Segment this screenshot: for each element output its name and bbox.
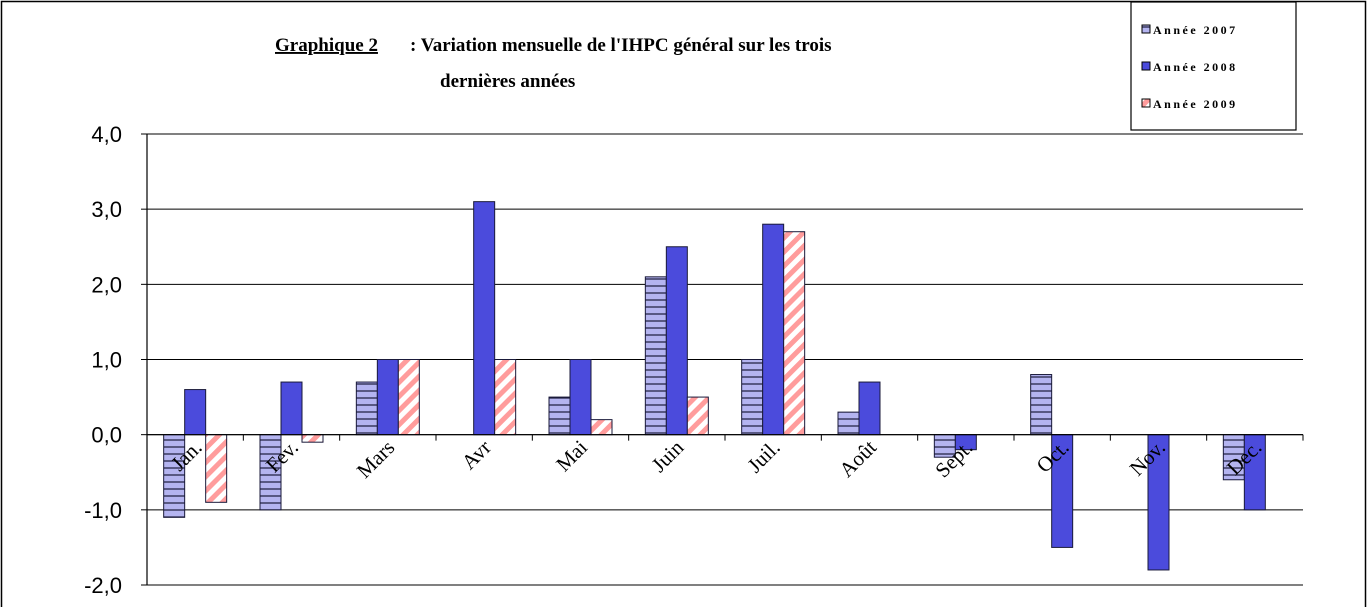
bar bbox=[397, 359, 420, 436]
bar bbox=[184, 389, 207, 436]
figure-label: Graphique 2 bbox=[275, 35, 378, 56]
y-tick-label: 3,0 bbox=[91, 197, 122, 222]
bar bbox=[569, 359, 592, 436]
legend-swatch bbox=[1141, 24, 1151, 34]
y-tick-label: 0,0 bbox=[91, 423, 122, 448]
bar bbox=[762, 223, 785, 436]
bar bbox=[494, 359, 517, 436]
bar bbox=[1030, 374, 1053, 436]
bar bbox=[665, 246, 688, 436]
y-tick-label: -2,0 bbox=[84, 573, 122, 598]
bar bbox=[205, 434, 228, 503]
bar bbox=[548, 396, 571, 436]
legend-swatch bbox=[1141, 61, 1151, 71]
bar bbox=[376, 359, 399, 436]
legend-swatch bbox=[1141, 98, 1151, 108]
bar bbox=[686, 396, 709, 436]
y-tick-label: 4,0 bbox=[91, 122, 122, 147]
y-tick-label: 1,0 bbox=[91, 348, 122, 373]
legend-label: Année 2008 bbox=[1153, 60, 1238, 74]
chart-title: : Variation mensuelle de l'IHPC général … bbox=[410, 35, 832, 56]
bar bbox=[590, 419, 613, 436]
legend-label: Année 2007 bbox=[1153, 23, 1238, 37]
bar bbox=[280, 381, 303, 436]
y-tick-label: -1,0 bbox=[84, 498, 122, 523]
legend-label: Année 2009 bbox=[1153, 97, 1238, 111]
bar bbox=[355, 381, 378, 436]
bar bbox=[473, 201, 496, 436]
bar bbox=[301, 434, 324, 443]
chart-title: dernières années bbox=[440, 71, 575, 92]
legend-box bbox=[1130, 1, 1297, 131]
bar bbox=[837, 411, 860, 436]
bar bbox=[644, 276, 667, 436]
bar bbox=[858, 381, 881, 436]
bar bbox=[741, 359, 764, 436]
bar bbox=[783, 231, 806, 436]
y-tick-label: 2,0 bbox=[91, 272, 122, 297]
